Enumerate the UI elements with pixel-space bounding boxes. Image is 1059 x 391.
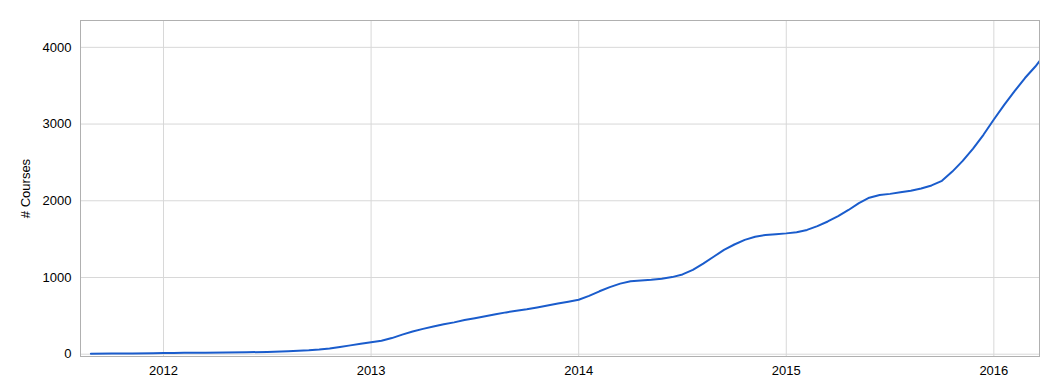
svg-text:2012: 2012 (149, 363, 178, 378)
svg-text:1000: 1000 (43, 270, 72, 285)
svg-text:3000: 3000 (43, 116, 72, 131)
svg-text:2016: 2016 (979, 363, 1008, 378)
svg-text:2013: 2013 (357, 363, 386, 378)
svg-text:2014: 2014 (564, 363, 593, 378)
svg-text:2000: 2000 (43, 193, 72, 208)
svg-text:4000: 4000 (43, 40, 72, 55)
svg-text:# Courses: # Courses (18, 158, 33, 218)
svg-text:0: 0 (64, 346, 71, 361)
svg-text:2015: 2015 (772, 363, 801, 378)
